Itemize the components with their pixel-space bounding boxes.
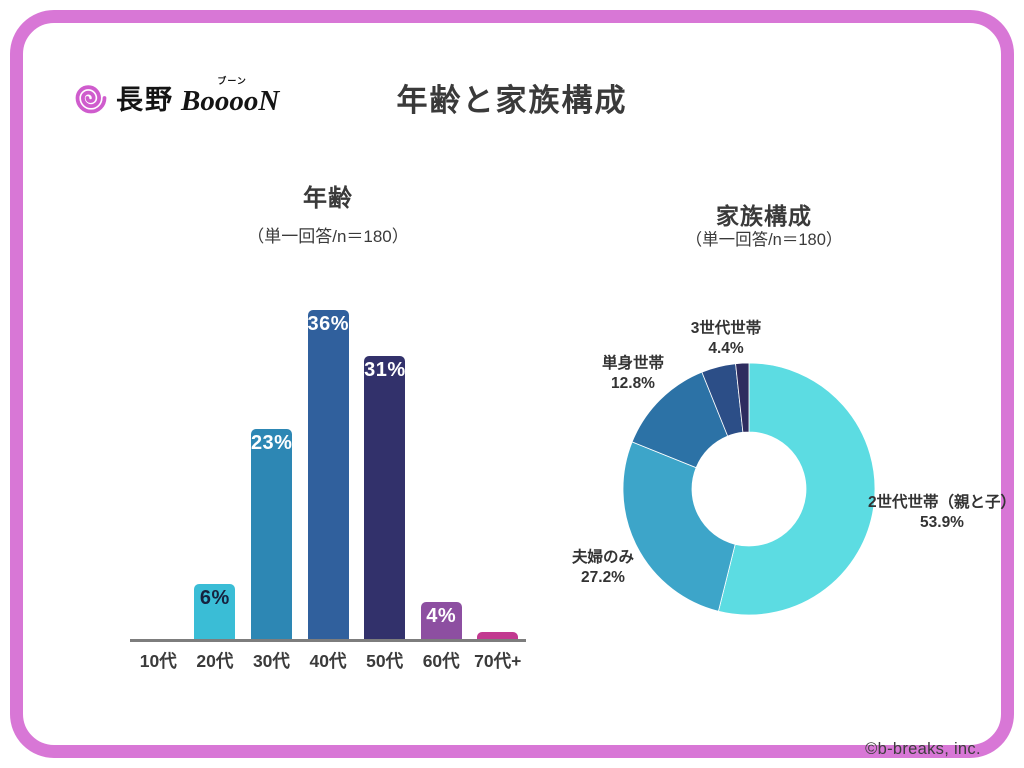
bar-column-6: 4% <box>413 301 470 639</box>
donut-label-name: 2世代世帯（親と子） <box>867 494 1017 511</box>
bar-column-4: 36% <box>300 301 357 639</box>
bar-chart-subtitle: （単一回答/n＝180） <box>247 227 409 246</box>
donut-label-name: 3世代世帯 <box>690 320 762 337</box>
donut-label-couple-only: 夫婦のみ 27.2% <box>528 548 678 588</box>
bar-7 <box>477 632 519 639</box>
donut-label-value: 4.4% <box>708 340 744 357</box>
donut-label-name: 単身世帯 <box>601 355 664 372</box>
x-tick-label-1: 10代 <box>139 651 177 671</box>
donut-label-name: 夫婦のみ <box>571 549 634 566</box>
bar-value-label-4: 36% <box>307 313 350 335</box>
copyright-text: ©b-breaks, inc. <box>865 740 981 758</box>
bar-column-3: 23% <box>243 301 300 639</box>
pink-frame-card: 長野 ブーン BooooN 年齢と家族構成 年齢 （単一回答/n＝180） 6%… <box>10 10 1016 758</box>
donut-label-value: 27.2% <box>581 569 625 586</box>
bar-6: 4% <box>420 602 462 639</box>
bar-column-2: 6% <box>187 301 244 639</box>
bar-column-1 <box>130 301 187 639</box>
bar-column-5: 31% <box>356 301 413 639</box>
bar-x-labels: 10代 20代 30代 40代 50代 60代 70代+ <box>130 648 526 673</box>
bar-5: 31% <box>364 356 405 639</box>
donut-chart-subtitle: （単一回答/n＝180） <box>685 231 843 249</box>
bar-4: 36% <box>307 310 350 639</box>
donut-slice-1 <box>717 363 875 615</box>
bar-value-label-6: 4% <box>426 605 457 627</box>
bar-2: 6% <box>194 584 236 639</box>
donut-label-two-generation: 2世代世帯（親と子） 53.9% <box>832 493 1024 533</box>
x-axis-line <box>130 639 526 642</box>
bar-value-label-2: 6% <box>199 587 230 609</box>
donut-slice-2 <box>623 441 736 612</box>
bar-plot: 6% 23% 36% 31% 4% <box>130 301 526 639</box>
donut-label-single-household: 単身世帯 12.8% <box>558 354 708 394</box>
logo-brand-text: BooooN <box>181 85 280 117</box>
donut-chart <box>623 363 875 615</box>
x-tick-label-5: 50代 <box>366 651 404 671</box>
logo-brand: ブーン BooooN <box>181 76 280 118</box>
bar-chart-title: 年齢 <box>303 185 353 212</box>
bar-column-7 <box>469 301 526 639</box>
donut-label-three-generation: 3世代世帯 4.4% <box>651 319 801 359</box>
x-tick-label-7: 70代+ <box>474 651 522 671</box>
bar-value-label-3: 23% <box>250 432 293 454</box>
x-tick-label-3: 30代 <box>252 651 290 671</box>
spiral-icon <box>73 80 109 116</box>
donut-slice-5 <box>735 363 750 433</box>
donut-label-value: 53.9% <box>920 514 964 531</box>
logo-region-text: 長野 <box>116 85 174 115</box>
x-tick-label-4: 40代 <box>309 651 347 671</box>
donut-label-value: 12.8% <box>611 375 655 392</box>
donut-chart-title: 家族構成 <box>716 203 812 229</box>
bar-value-label-5: 31% <box>364 359 406 381</box>
x-tick-label-2: 20代 <box>196 651 234 671</box>
logo-furigana: ブーン <box>217 76 247 86</box>
bar-3: 23% <box>250 429 293 639</box>
x-tick-label-6: 60代 <box>422 651 460 671</box>
page-title: 年齢と家族構成 <box>396 83 628 118</box>
logo: 長野 ブーン BooooN <box>73 76 280 118</box>
